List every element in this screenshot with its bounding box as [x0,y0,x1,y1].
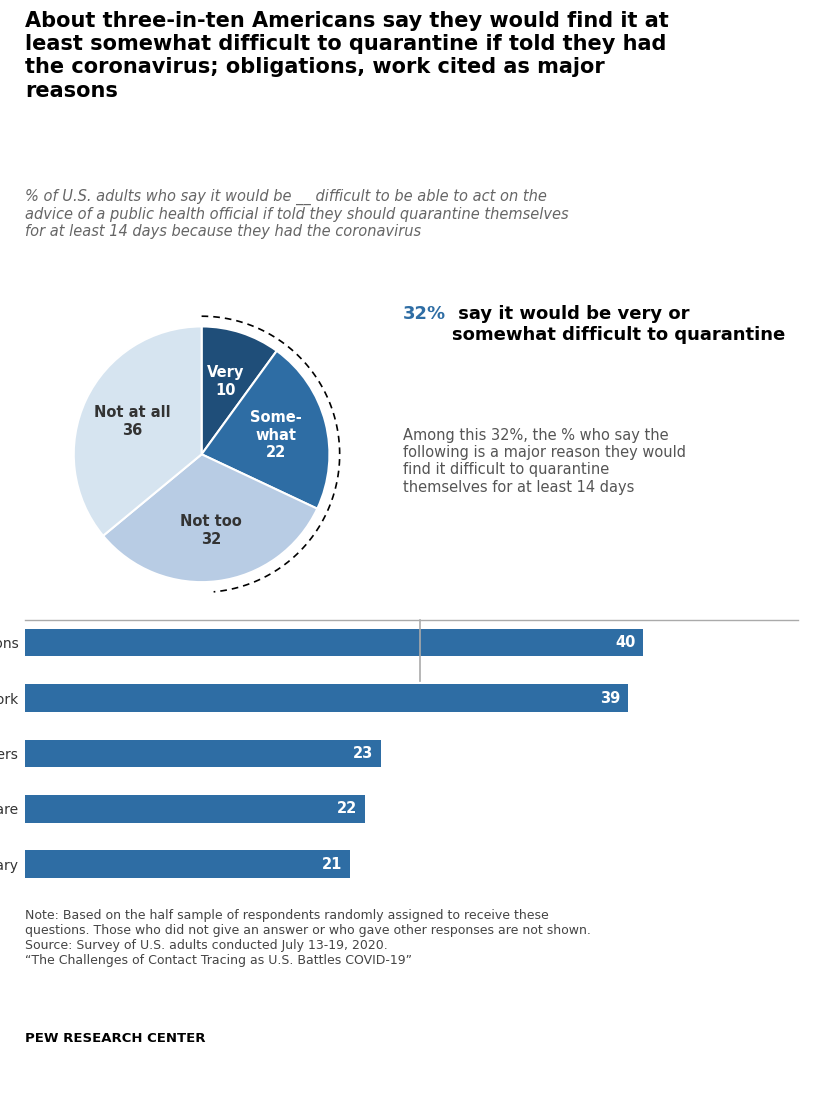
Text: Not too
32: Not too 32 [181,514,242,546]
Bar [25,628,643,656]
Text: 23: 23 [353,746,373,761]
Text: Not at all
36: Not at all 36 [94,406,171,438]
Text: 32%: 32% [403,305,446,322]
Bar [25,740,381,767]
Text: Among this 32%, the % who say the
following is a major reason they would
find it: Among this 32%, the % who say the follow… [403,428,686,495]
Text: 21: 21 [322,856,342,872]
Text: Some-
what
22: Some- what 22 [250,410,302,460]
Bar [25,851,349,878]
Text: About three-in-ten Americans say they would find it at
least somewhat difficult : About three-in-ten Americans say they wo… [25,11,669,101]
Bar [25,684,628,711]
Wedge shape [202,351,329,509]
Text: 22: 22 [337,801,358,817]
Wedge shape [202,327,276,454]
Wedge shape [103,454,318,582]
Text: Very
10: Very 10 [207,366,244,398]
Text: say it would be very or
somewhat difficult to quarantine: say it would be very or somewhat difficu… [452,305,785,343]
Text: Note: Based on the half sample of respondents randomly assigned to receive these: Note: Based on the half sample of respon… [25,909,591,966]
Bar [25,796,365,822]
Text: 39: 39 [600,690,620,706]
Text: % of U.S. adults who say it would be __ difficult to be able to act on the
advic: % of U.S. adults who say it would be __ … [25,188,569,239]
Wedge shape [74,327,202,536]
Text: 40: 40 [616,635,636,650]
Text: PEW RESEARCH CENTER: PEW RESEARCH CENTER [25,1032,206,1045]
